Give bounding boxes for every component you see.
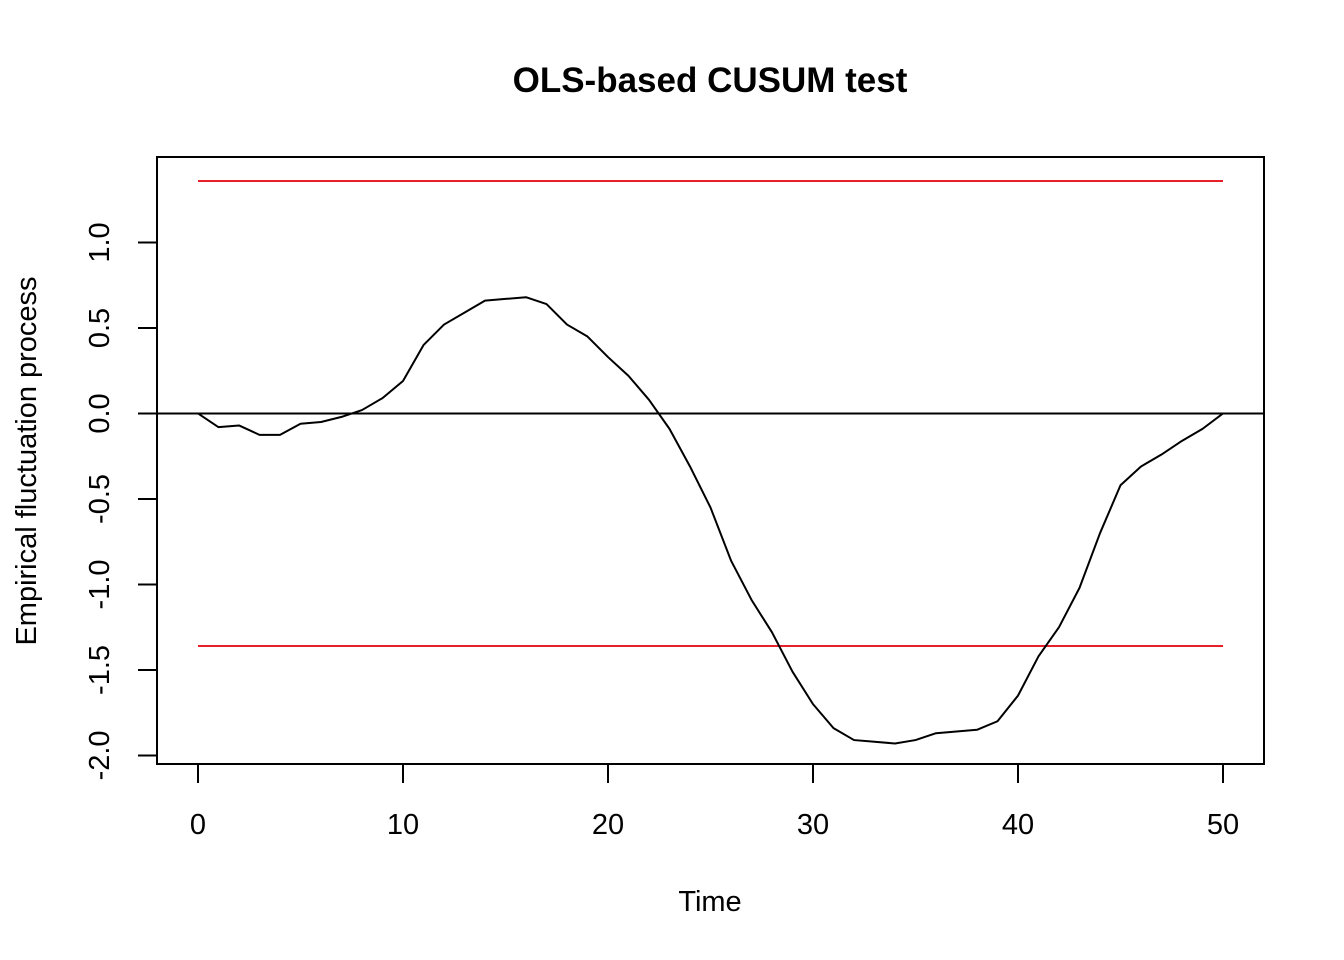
x-tick-label: 40: [1002, 809, 1034, 841]
x-tick-label: 10: [387, 809, 419, 841]
reference-lines: [157, 179, 1264, 648]
x-tick-label: 30: [797, 809, 829, 841]
y-tick-label: 1.0: [84, 222, 116, 262]
series-group: [197, 296, 1224, 745]
x-tick-label: 0: [190, 809, 206, 841]
x-axis-label: Time: [678, 886, 741, 918]
x-axis: 0 10 20 30 40 50: [190, 763, 1239, 841]
y-tick-label: -1.5: [84, 645, 116, 695]
y-axis: -2.0 -1.5 -1.0 -0.5 0.0 0.5 1.0: [84, 222, 158, 780]
y-tick-label: 0.0: [84, 393, 116, 433]
y-tick-label: 0.5: [84, 308, 116, 348]
chart-title: OLS-based CUSUM test: [513, 61, 908, 100]
x-tick-label: 50: [1207, 809, 1239, 841]
y-tick-label: -2.0: [84, 730, 116, 780]
plot-frame: [156, 156, 1265, 765]
y-tick-label: -0.5: [84, 474, 116, 524]
y-tick-label: -1.0: [84, 559, 116, 609]
y-axis-label: Empirical fluctuation process: [11, 276, 43, 645]
fluctuation-process-line: [197, 296, 1224, 745]
x-tick-label: 20: [592, 809, 624, 841]
